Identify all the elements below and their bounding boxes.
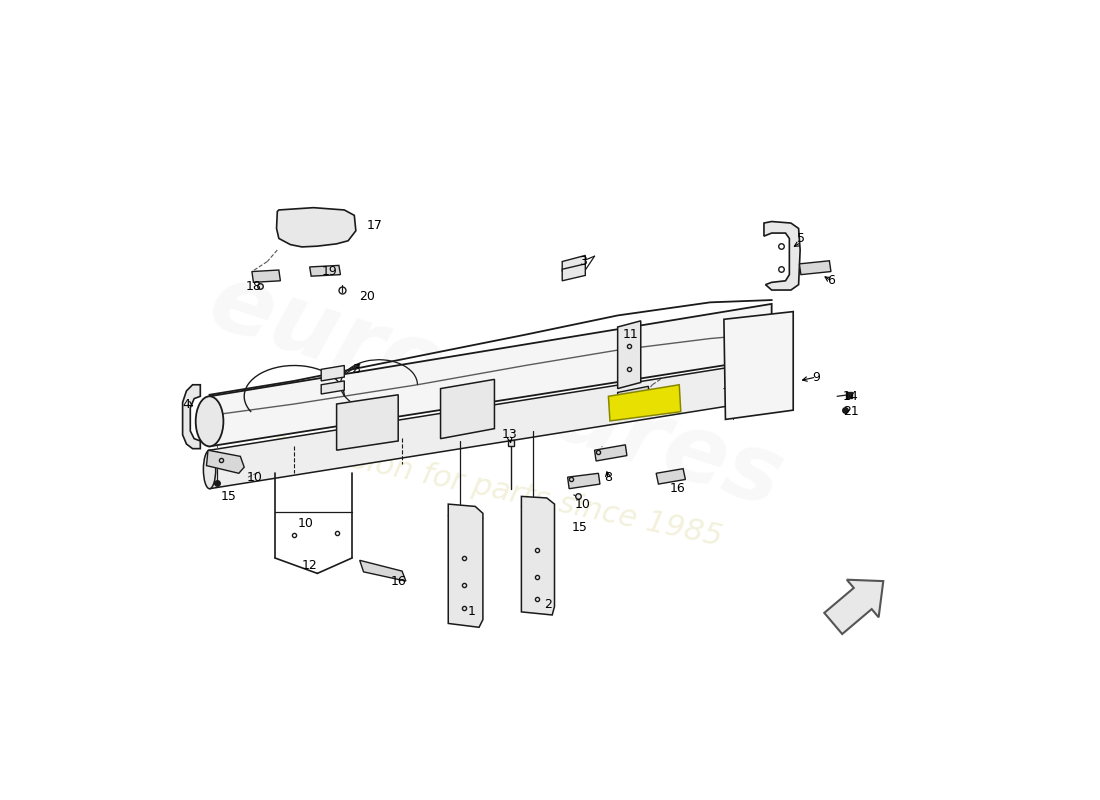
Text: 10: 10 xyxy=(246,470,262,484)
Polygon shape xyxy=(449,504,483,627)
Text: 15: 15 xyxy=(221,490,236,503)
Polygon shape xyxy=(568,474,600,489)
Polygon shape xyxy=(360,560,406,581)
Text: 20: 20 xyxy=(360,290,375,302)
Text: 9: 9 xyxy=(813,370,821,383)
Polygon shape xyxy=(618,386,649,404)
Polygon shape xyxy=(724,312,793,419)
Text: eurospares: eurospares xyxy=(198,256,794,528)
Polygon shape xyxy=(321,366,344,381)
Text: 21: 21 xyxy=(843,405,859,418)
Text: 3: 3 xyxy=(352,363,360,376)
Polygon shape xyxy=(276,208,356,247)
Polygon shape xyxy=(521,496,554,615)
Text: 17: 17 xyxy=(367,219,383,232)
Text: 1: 1 xyxy=(468,606,475,618)
Text: 12: 12 xyxy=(301,559,318,572)
Text: 10: 10 xyxy=(575,498,591,510)
Text: 5: 5 xyxy=(796,232,805,245)
Polygon shape xyxy=(310,266,341,276)
Polygon shape xyxy=(608,385,681,421)
Text: 6: 6 xyxy=(827,274,835,287)
Text: 11: 11 xyxy=(623,328,639,341)
Polygon shape xyxy=(440,379,495,438)
Polygon shape xyxy=(209,366,741,489)
Text: 10: 10 xyxy=(298,517,314,530)
Polygon shape xyxy=(252,270,280,282)
Text: 16: 16 xyxy=(390,574,406,587)
Polygon shape xyxy=(594,445,627,461)
Text: 3: 3 xyxy=(579,255,587,268)
Polygon shape xyxy=(207,450,244,474)
Text: a passion for parts since 1985: a passion for parts since 1985 xyxy=(267,428,725,552)
Polygon shape xyxy=(562,264,585,281)
Ellipse shape xyxy=(204,450,216,489)
Polygon shape xyxy=(562,255,585,271)
Text: 8: 8 xyxy=(604,470,613,484)
Text: 16: 16 xyxy=(670,482,685,495)
Text: 19: 19 xyxy=(322,265,338,278)
Polygon shape xyxy=(800,261,830,274)
Polygon shape xyxy=(824,580,883,634)
Polygon shape xyxy=(763,222,800,290)
Text: 18: 18 xyxy=(245,281,262,294)
Ellipse shape xyxy=(196,396,223,446)
Text: 2: 2 xyxy=(544,598,552,610)
Polygon shape xyxy=(618,321,640,389)
Text: 4: 4 xyxy=(183,398,190,410)
Polygon shape xyxy=(656,469,685,484)
Text: 14: 14 xyxy=(843,390,859,403)
Polygon shape xyxy=(209,304,772,446)
Polygon shape xyxy=(337,394,398,450)
Text: 13: 13 xyxy=(502,428,518,442)
Polygon shape xyxy=(183,385,200,449)
Text: 15: 15 xyxy=(571,521,587,534)
Polygon shape xyxy=(321,381,344,394)
